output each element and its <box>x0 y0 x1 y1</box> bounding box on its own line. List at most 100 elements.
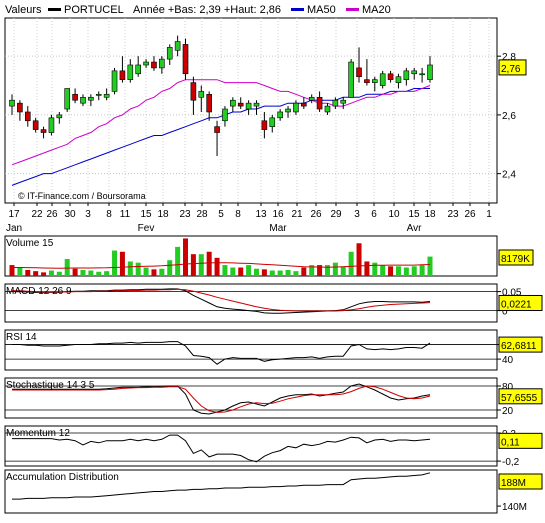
candle-body <box>24 111 31 122</box>
candle-body <box>324 105 331 113</box>
candle-body <box>348 61 354 98</box>
candle-body <box>88 96 94 101</box>
indicator-tick-label: -0,2 <box>502 457 520 468</box>
volume-bar <box>104 271 110 276</box>
volume-bar <box>411 266 417 276</box>
candle-body <box>127 64 134 80</box>
candle-body <box>285 108 291 113</box>
candle-body <box>64 88 71 110</box>
x-tick-label: 29 <box>330 209 342 220</box>
range-stats: Année +Bas: 2,39 +Haut: 2,86 <box>133 4 281 16</box>
indicator-value-box <box>498 473 543 490</box>
volume-bar <box>317 265 323 276</box>
ma20-legend[interactable]: MA20 <box>362 4 391 16</box>
volume-bar <box>364 261 370 276</box>
volume-bar <box>285 269 291 276</box>
volume-bar <box>127 261 133 276</box>
candle-body <box>17 102 23 113</box>
indicator-title: Momentum 12 <box>6 428 70 439</box>
indicator-line <box>12 341 431 365</box>
candle-body <box>237 102 244 107</box>
indicator-value-label: 0,0221 <box>501 299 532 310</box>
x-tick-label: 21 <box>291 209 303 220</box>
candle-body <box>119 70 126 80</box>
volume-bar <box>159 268 165 276</box>
x-tick-label: 5 <box>218 209 224 220</box>
candle-body <box>72 94 78 101</box>
indicator-line <box>12 472 431 500</box>
volume-value-box <box>498 249 534 266</box>
x-tick-label: 23 <box>447 209 459 220</box>
candle-body <box>403 70 410 80</box>
valeurs-label[interactable]: Valeurs <box>5 4 42 16</box>
candle-body <box>371 79 378 83</box>
candle-body <box>32 120 39 130</box>
candle-body <box>301 102 307 107</box>
x-tick-label: 11 <box>120 209 131 220</box>
volume-bar <box>17 267 23 276</box>
volume-bar <box>56 271 62 276</box>
candle-body <box>111 70 118 92</box>
x-tick-label: 26 <box>464 209 476 220</box>
indicator-value-box <box>498 432 543 449</box>
volume-bar <box>222 265 228 276</box>
x-tick-label: 6 <box>371 209 377 220</box>
x-tick-label: 13 <box>255 209 267 220</box>
candle-body <box>340 99 347 104</box>
x-tick-label: 23 <box>179 209 191 220</box>
ma50-legend[interactable]: MA50 <box>307 4 336 16</box>
x-tick-label: 3 <box>354 209 360 220</box>
volume-bar <box>48 270 54 276</box>
chart-marks <box>9 35 433 500</box>
x-tick-label: 8 <box>106 209 112 220</box>
volume-bar <box>190 254 196 276</box>
candle-body <box>395 76 402 83</box>
candle-body <box>159 58 165 69</box>
candle-body <box>419 73 425 76</box>
month-label: Fev <box>138 223 155 234</box>
candle-body <box>230 99 236 107</box>
volume-bar <box>175 246 181 276</box>
indicator-tick-label: 40 <box>502 355 514 366</box>
volume-bar <box>388 266 394 276</box>
price-tick-label: 2,4 <box>502 170 516 181</box>
x-tick-label: 17 <box>8 209 20 220</box>
indicator-tick-label: 80 <box>502 382 514 393</box>
volume-bar <box>143 267 149 276</box>
volume-bar <box>96 271 102 276</box>
candle-body <box>95 94 102 96</box>
indicator-line <box>12 383 431 415</box>
candle-body <box>143 61 149 66</box>
panel-frame-6 <box>4 469 498 514</box>
x-tick-label: 8 <box>235 209 241 220</box>
volume-bar <box>214 257 220 276</box>
candle-body <box>379 73 386 86</box>
volume-bar <box>356 243 362 276</box>
indicator-tick-label: 0,05 <box>502 288 522 299</box>
candle-body <box>316 96 323 110</box>
x-tick-label: 10 <box>388 209 400 220</box>
volume-bar <box>238 267 244 276</box>
indicator-value-label: 57,6555 <box>501 393 538 404</box>
panel-frame-3 <box>4 329 498 371</box>
volume-bar <box>348 251 354 276</box>
volume-ma-line <box>12 262 431 269</box>
volume-bar <box>167 260 173 276</box>
indicator-line <box>12 434 431 463</box>
last-price-label: 2,76 <box>501 64 521 75</box>
x-tick-label: 1 <box>486 209 492 220</box>
candle-body <box>174 41 181 51</box>
x-tick-label: 26 <box>46 209 58 220</box>
candle-body <box>135 64 141 75</box>
month-label: Avr <box>407 223 422 234</box>
candle-body <box>151 61 157 69</box>
ticker-label[interactable]: PORTUCEL <box>64 4 124 16</box>
price-tick-label: 2,8 <box>502 52 516 63</box>
candle-body <box>166 47 173 60</box>
volume-bar <box>246 265 252 276</box>
volume-title: Volume 15 <box>6 238 54 249</box>
ma50-swatch <box>291 8 304 11</box>
x-tick-label: 16 <box>272 209 284 220</box>
volume-bar <box>427 256 433 276</box>
